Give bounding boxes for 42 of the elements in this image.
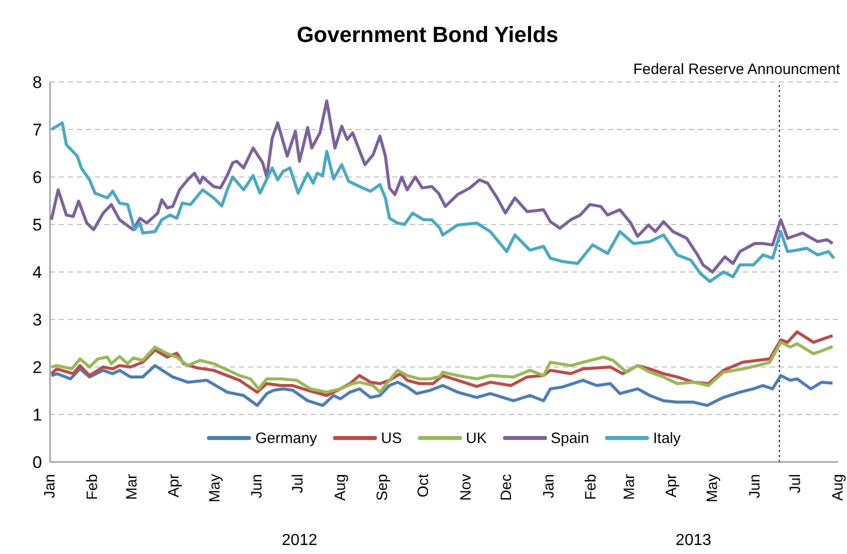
y-tick-label: 6 (32, 168, 42, 188)
x-tick-label: Dec (498, 474, 516, 501)
line-series (50, 364, 834, 407)
x-tick-label: Nov (457, 474, 474, 501)
chart-title: Government Bond Yields (296, 22, 560, 48)
x-tick-label: Jul (787, 474, 804, 494)
legend-label: Spain (550, 430, 590, 446)
y-tick-label: 0 (32, 453, 42, 472)
x-tick-label: Jan (540, 474, 558, 498)
x-tick-label: Aug (332, 474, 349, 501)
y-tick-label: 7 (32, 120, 42, 140)
legend-label: US (381, 430, 402, 446)
line-series (50, 100, 834, 274)
y-tick-label: 8 (32, 73, 42, 92)
x-tick-label: Feb (582, 474, 600, 500)
x-tick-label: Jul (290, 474, 307, 494)
x-tick-label: Sep (374, 474, 392, 501)
y-tick-label: 3 (32, 310, 42, 330)
x-tick-label: Mar (123, 474, 140, 500)
x-tick-label: Aug (830, 474, 846, 501)
x-tick-label: Mar (620, 474, 638, 500)
x-tick-label: Jun (248, 474, 266, 498)
legend-label: UK (466, 430, 487, 446)
y-tick-label: 2 (32, 358, 42, 378)
x-tick-label: Apr (663, 474, 680, 498)
legend-label: Germany (255, 430, 318, 446)
y-tick-label: 1 (32, 406, 42, 425)
text: 2012 (280, 532, 318, 550)
x-tick-label: Jun (746, 474, 764, 498)
legend-label: Italy (653, 430, 681, 446)
x-tick-label: May (206, 474, 224, 502)
text: 2013 (674, 532, 712, 550)
y-tick-label: 5 (32, 216, 42, 235)
ref-line-label: Federal Reserve Announcment (633, 61, 841, 78)
y-tick-label: 4 (32, 263, 42, 282)
line-series (50, 340, 834, 394)
x-tick-label: Jan (42, 474, 58, 498)
x-tick-label: Feb (84, 474, 101, 500)
x-tick-label: Apr (166, 474, 183, 498)
line-series (50, 121, 836, 283)
x-tick-label: Oct (415, 473, 432, 498)
x-tick-label: May (704, 474, 722, 502)
